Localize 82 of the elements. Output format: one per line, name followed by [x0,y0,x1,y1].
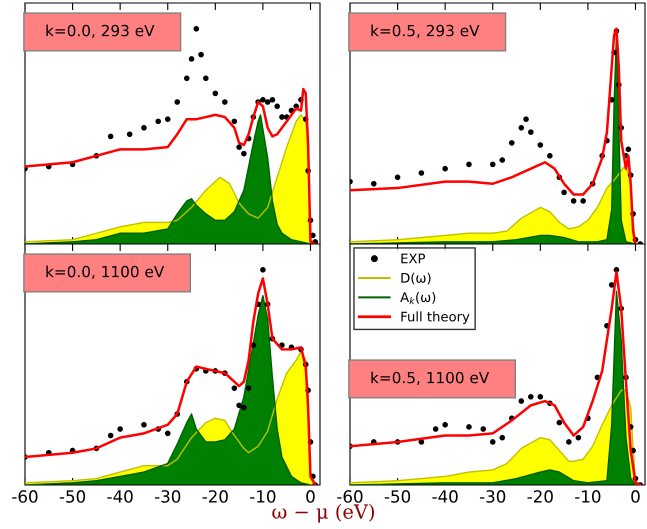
point [117,426,123,432]
x-tick-label: 0 [306,490,315,503]
point [499,434,506,440]
point [164,430,171,436]
point [466,162,472,168]
point [490,162,496,168]
point [508,140,515,146]
point [528,394,534,400]
point [432,426,438,432]
point [538,142,544,148]
x-tick-label: -20 [528,490,553,503]
point [194,26,200,32]
point [141,422,147,428]
point [442,422,448,428]
point [528,129,534,135]
point [155,118,162,124]
x-tick-label: -50 [384,490,410,503]
x-tick-label: -20 [202,490,228,503]
point [418,170,424,176]
point [236,144,242,150]
point [108,134,114,140]
annotation: k=0.0, 1100 eV [46,266,164,279]
annotation: k=0.0, 293 eV [46,24,154,38]
point [538,394,544,400]
point [576,434,582,440]
point [466,424,472,430]
point [236,402,242,408]
x-tick-label: -60 [337,490,363,503]
legend-label: D(ω) [401,272,431,284]
point [561,190,567,196]
point [523,116,529,122]
point [518,125,524,131]
x-tick-label: 0 [631,490,640,503]
point [394,174,400,180]
point [264,99,270,105]
x-tick-label: -30 [154,490,180,503]
point [260,267,266,273]
point [174,99,180,105]
point [371,180,377,187]
point [241,150,247,156]
x-tick-label: -50 [60,490,86,503]
point [212,90,218,96]
point [580,198,586,204]
point [198,52,204,58]
point [246,385,252,391]
point [184,76,190,82]
point [164,116,171,122]
point [274,104,280,110]
x-tick-label: -30 [480,490,506,503]
x-tick-label: -40 [107,490,133,503]
point [141,125,147,131]
point [126,131,132,138]
point [232,118,238,124]
point [279,114,285,120]
point [490,439,496,445]
point [108,432,114,438]
point [480,426,486,432]
legend-label: EXP [401,254,426,264]
point [232,385,238,391]
point [442,166,448,172]
annotation: k=0.5, 1100 eV [371,372,490,385]
point [566,439,572,445]
x-tick-label: -10 [250,490,276,503]
x-axis-title: ω − μ (eV) [272,504,374,523]
x-tick-label: -10 [575,490,600,503]
point [241,404,247,410]
x-tick-label: -40 [432,490,458,503]
point [188,56,194,62]
point [547,153,553,159]
x-tick-label: -60 [12,490,38,503]
legend-label: A$_{k}$(ω) [400,292,436,304]
point [626,146,632,152]
point [556,420,562,426]
point [570,198,576,204]
point [270,97,276,103]
point [518,398,524,404]
point [222,99,228,105]
point [260,97,266,103]
point [499,157,506,163]
annotation: k=0.5, 293 eV [371,24,480,38]
point [203,76,209,82]
legend-label: Full theory [401,311,470,324]
